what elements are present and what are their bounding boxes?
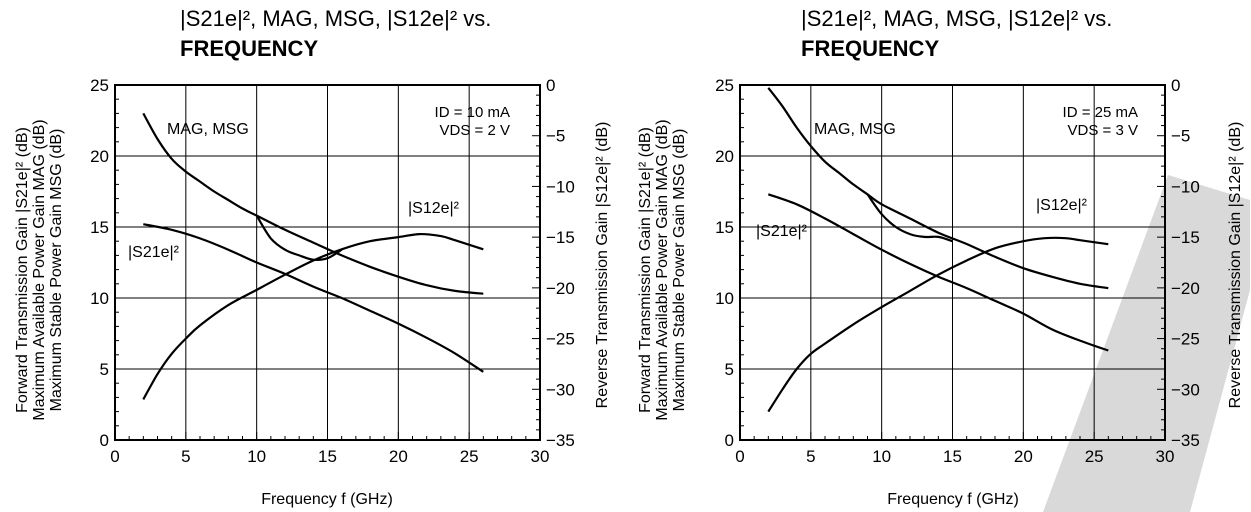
x-tick-label: 5	[806, 447, 815, 466]
chart-right: |S21e|², MAG, MSG, |S12e|² vs. FREQUENCY…	[637, 6, 1244, 508]
series-line-mag-msg	[142, 112, 258, 217]
x-tick-label: 30	[531, 447, 550, 466]
chart-left: |S21e|², MAG, MSG, |S12e|² vs. FREQUENCY…	[14, 6, 611, 508]
x-tick-label: 15	[318, 447, 337, 466]
chart-title-line2: FREQUENCY	[180, 36, 318, 61]
y-right-tick-label: −25	[1171, 330, 1200, 349]
x-axis-label: Frequency f (GHz)	[261, 491, 393, 508]
y-left-tick-label: 15	[90, 218, 109, 237]
y-right-tick-label: −30	[546, 380, 575, 399]
y-left-label: Maximum Stable Power Gain MSG (dB)	[48, 129, 65, 412]
series-line-mag-msg	[866, 193, 953, 243]
y-left-tick-label: 5	[725, 360, 734, 379]
condition-label: VDS = 2 V	[440, 122, 510, 139]
y-right-tick-label: −30	[1171, 380, 1200, 399]
series-line-s12	[142, 232, 484, 400]
y-left-tick-label: 10	[90, 289, 109, 308]
plot-area: 0 5 10 15 20 25 30 0 5 10 15 20 25 −35 −30 −25 −20 −15 −10…	[90, 76, 575, 466]
x-axis-label: Frequency f (GHz)	[887, 491, 1019, 508]
curve-label-s12: |S12e|²	[1036, 197, 1088, 214]
y-right-tick-label: 0	[1171, 76, 1180, 95]
condition-label: ID = 10 mA	[435, 104, 510, 121]
chart-title-line1: |S21e|², MAG, MSG, |S12e|² vs.	[801, 6, 1112, 31]
x-tick-label: 0	[110, 447, 119, 466]
x-tick-label: 20	[389, 447, 408, 466]
chart-title-line2: FREQUENCY	[801, 36, 939, 61]
y-right-tick-label: −35	[546, 431, 575, 450]
y-left-tick-label: 10	[715, 289, 734, 308]
condition-label: VDS = 3 V	[1068, 122, 1138, 139]
y-right-tick-label: −5	[546, 127, 565, 146]
y-right-tick-label: −10	[1171, 177, 1200, 196]
y-left-label: Maximum Stable Power Gain MSG (dB)	[671, 129, 688, 412]
curve-label-s12: |S12e|²	[408, 200, 460, 217]
y-right-tick-label: −20	[546, 279, 575, 298]
x-tick-label: 10	[247, 447, 266, 466]
series-line-s21	[767, 193, 1109, 352]
plot-area: 0 5 10 15 20 25 30 0 5 10 15 20 25 −35 −30 −25 −20 −15 −10…	[715, 76, 1200, 466]
y-right-tick-label: −15	[1171, 228, 1200, 247]
y-left-label: Maximum Available Power Gain MAG (dB)	[31, 119, 48, 420]
x-tick-label: 25	[460, 447, 479, 466]
x-tick-label: 30	[1156, 447, 1175, 466]
curve-label-mag: MAG, MSG	[814, 121, 896, 138]
y-left-tick-label: 20	[90, 147, 109, 166]
y-right-label: Reverse Transmission Gain |S12e|² (dB)	[594, 122, 611, 409]
y-left-tick-label: 0	[100, 431, 109, 450]
y-right-tick-label: 0	[546, 76, 555, 95]
x-tick-label: 15	[943, 447, 962, 466]
series-line-mag-msg	[767, 87, 869, 196]
chart-title-line1: |S21e|², MAG, MSG, |S12e|² vs.	[180, 6, 491, 31]
y-left-tick-label: 25	[715, 76, 734, 95]
y-left-label: Forward Transmission Gain |S21e|² (dB)	[14, 127, 31, 413]
watermark-shape	[1043, 175, 1250, 512]
y-right-tick-label: −25	[546, 330, 575, 349]
x-tick-label: 25	[1085, 447, 1104, 466]
y-left-tick-label: 5	[100, 360, 109, 379]
y-right-tick-label: −35	[1171, 431, 1200, 450]
y-right-label: Reverse Transmission Gain |S12e|² (dB)	[1227, 122, 1244, 409]
x-tick-label: 5	[181, 447, 190, 466]
y-right-tick-label: −20	[1171, 279, 1200, 298]
series-line-mag-msg	[255, 215, 343, 261]
y-right-tick-label: −5	[1171, 127, 1190, 146]
y-left-tick-label: 0	[725, 431, 734, 450]
x-tick-label: 20	[1014, 447, 1033, 466]
x-tick-label: 0	[735, 447, 744, 466]
series-line-s21	[143, 223, 484, 373]
y-left-tick-label: 15	[715, 218, 734, 237]
series-line-mag-msg	[256, 214, 484, 295]
y-left-tick-label: 25	[90, 76, 109, 95]
y-right-tick-label: −15	[546, 228, 575, 247]
curve-label-s21: |S21e|²	[756, 223, 808, 240]
y-left-tick-label: 20	[715, 147, 734, 166]
x-tick-label: 10	[872, 447, 891, 466]
y-left-label: Forward Transmission Gain |S21e|² (dB)	[637, 127, 654, 413]
series-line-s12	[767, 236, 1109, 413]
y-left-label: Maximum Available Power Gain MAG (dB)	[654, 119, 671, 420]
y-right-tick-label: −10	[546, 177, 575, 196]
series-line-mag-msg	[866, 193, 1109, 290]
curve-label-s21: |S21e|²	[128, 244, 180, 261]
curve-label-mag: MAG, MSG	[167, 121, 249, 138]
condition-label: ID = 25 mA	[1063, 104, 1138, 121]
